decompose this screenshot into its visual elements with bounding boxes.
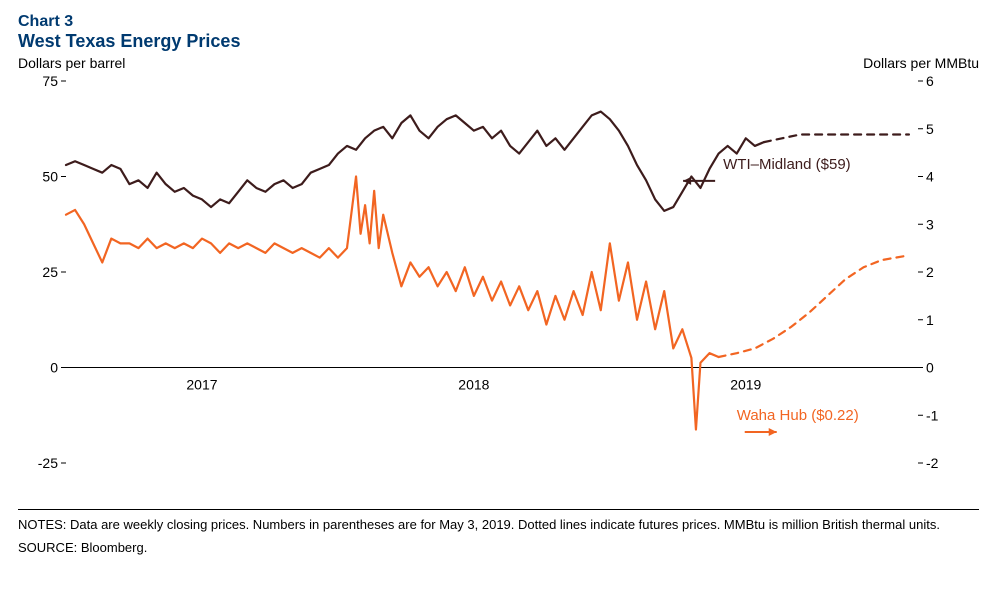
svg-text:2017: 2017 — [186, 376, 217, 392]
chart-source: SOURCE: Bloomberg. — [18, 539, 979, 557]
svg-text:75: 75 — [42, 73, 58, 89]
right-axis-label: Dollars per MMBtu — [863, 55, 979, 71]
chart-container: Chart 3 West Texas Energy Prices Dollars… — [0, 0, 997, 589]
chart-notes: NOTES: Data are weekly closing prices. N… — [18, 516, 979, 534]
svg-text:0: 0 — [50, 359, 58, 375]
svg-text:Waha Hub ($0.22): Waha Hub ($0.22) — [737, 407, 859, 424]
svg-text:50: 50 — [42, 168, 58, 184]
svg-text:3: 3 — [926, 216, 934, 232]
svg-text:5: 5 — [926, 121, 934, 137]
footer-divider — [18, 509, 979, 510]
svg-text:4: 4 — [926, 168, 934, 184]
svg-text:2019: 2019 — [730, 376, 761, 392]
svg-text:2: 2 — [926, 264, 934, 280]
svg-text:-25: -25 — [38, 455, 58, 471]
axis-top-labels: Dollars per barrel Dollars per MMBtu — [18, 55, 979, 71]
svg-text:WTI–Midland ($59): WTI–Midland ($59) — [723, 156, 851, 173]
svg-text:25: 25 — [42, 264, 58, 280]
chart-svg: -25 0 25 50 75 -2 -1 0 1 2 3 4 5 6 2017 2018 2019 WTI–Mid… — [18, 73, 978, 503]
left-axis-label: Dollars per barrel — [18, 55, 125, 71]
chart-title: West Texas Energy Prices — [18, 31, 979, 53]
svg-text:-1: -1 — [926, 407, 939, 423]
svg-text:1: 1 — [926, 312, 934, 328]
chart-number: Chart 3 — [18, 12, 979, 31]
svg-text:2018: 2018 — [458, 376, 489, 392]
svg-text:-2: -2 — [926, 455, 939, 471]
svg-text:6: 6 — [926, 73, 934, 89]
svg-text:0: 0 — [926, 359, 934, 375]
plot-area: -25 0 25 50 75 -2 -1 0 1 2 3 4 5 6 2017 2018 2019 WTI–Mid… — [18, 73, 979, 503]
